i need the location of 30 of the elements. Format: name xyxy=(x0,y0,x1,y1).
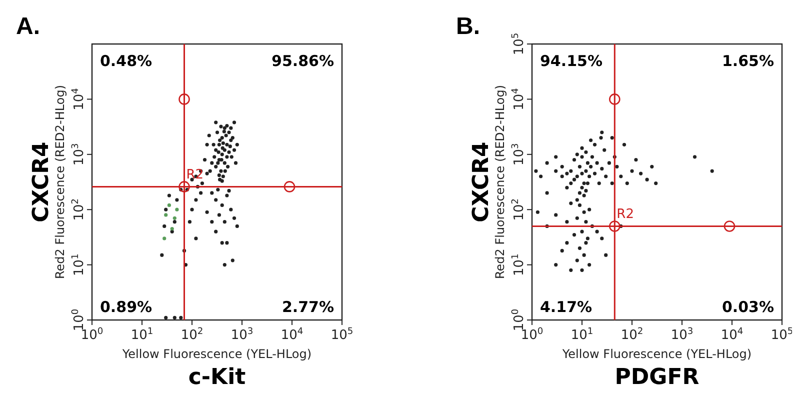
chart-title: A. xyxy=(16,13,40,40)
chart-title: B. xyxy=(456,13,480,40)
x-tick-label: 10$^{1}$ xyxy=(570,327,594,343)
x-tick-label: 10$^{4}$ xyxy=(280,327,304,343)
annotation: 1.65% xyxy=(722,52,774,70)
text: CXCR4 xyxy=(29,142,54,222)
y-axis-title: Red2 Fluorescence (RED2-HLog) xyxy=(493,84,507,280)
annotation: R2 xyxy=(186,168,204,183)
x-tick-label: 10$^{5}$ xyxy=(770,327,794,343)
annotation: R2 xyxy=(616,207,634,222)
annotation: 0.48% xyxy=(100,52,152,70)
x-tick-label: 10$^{4}$ xyxy=(720,327,744,343)
annotation: 4.17% xyxy=(540,298,592,316)
x-tick-label: 10$^{2}$ xyxy=(180,327,204,343)
annotation: 2.77% xyxy=(282,298,334,316)
y-axis-title: Red2 Fluorescence (RED2-HLog) xyxy=(53,84,67,280)
annotation: 94.15% xyxy=(540,52,602,70)
annotation: 0.89% xyxy=(100,298,152,316)
annotation: 95.86% xyxy=(272,52,334,70)
x-tick-label: 10$^{2}$ xyxy=(620,327,644,343)
text: c-Kit xyxy=(188,365,246,390)
text: PDGFR xyxy=(614,365,700,390)
x-axis-title: Yellow Fluorescence (YEL-HLog) xyxy=(561,347,752,361)
x-tick-label: 10$^{3}$ xyxy=(230,327,254,343)
x-tick-label: 10$^{5}$ xyxy=(330,327,354,343)
x-tick-label: 10$^{3}$ xyxy=(670,327,694,343)
x-tick-label: 10$^{1}$ xyxy=(130,327,154,343)
x-axis-title: Yellow Fluorescence (YEL-HLog) xyxy=(121,347,312,361)
annotation: 0.03% xyxy=(722,298,774,316)
text: CXCR4 xyxy=(469,142,494,222)
